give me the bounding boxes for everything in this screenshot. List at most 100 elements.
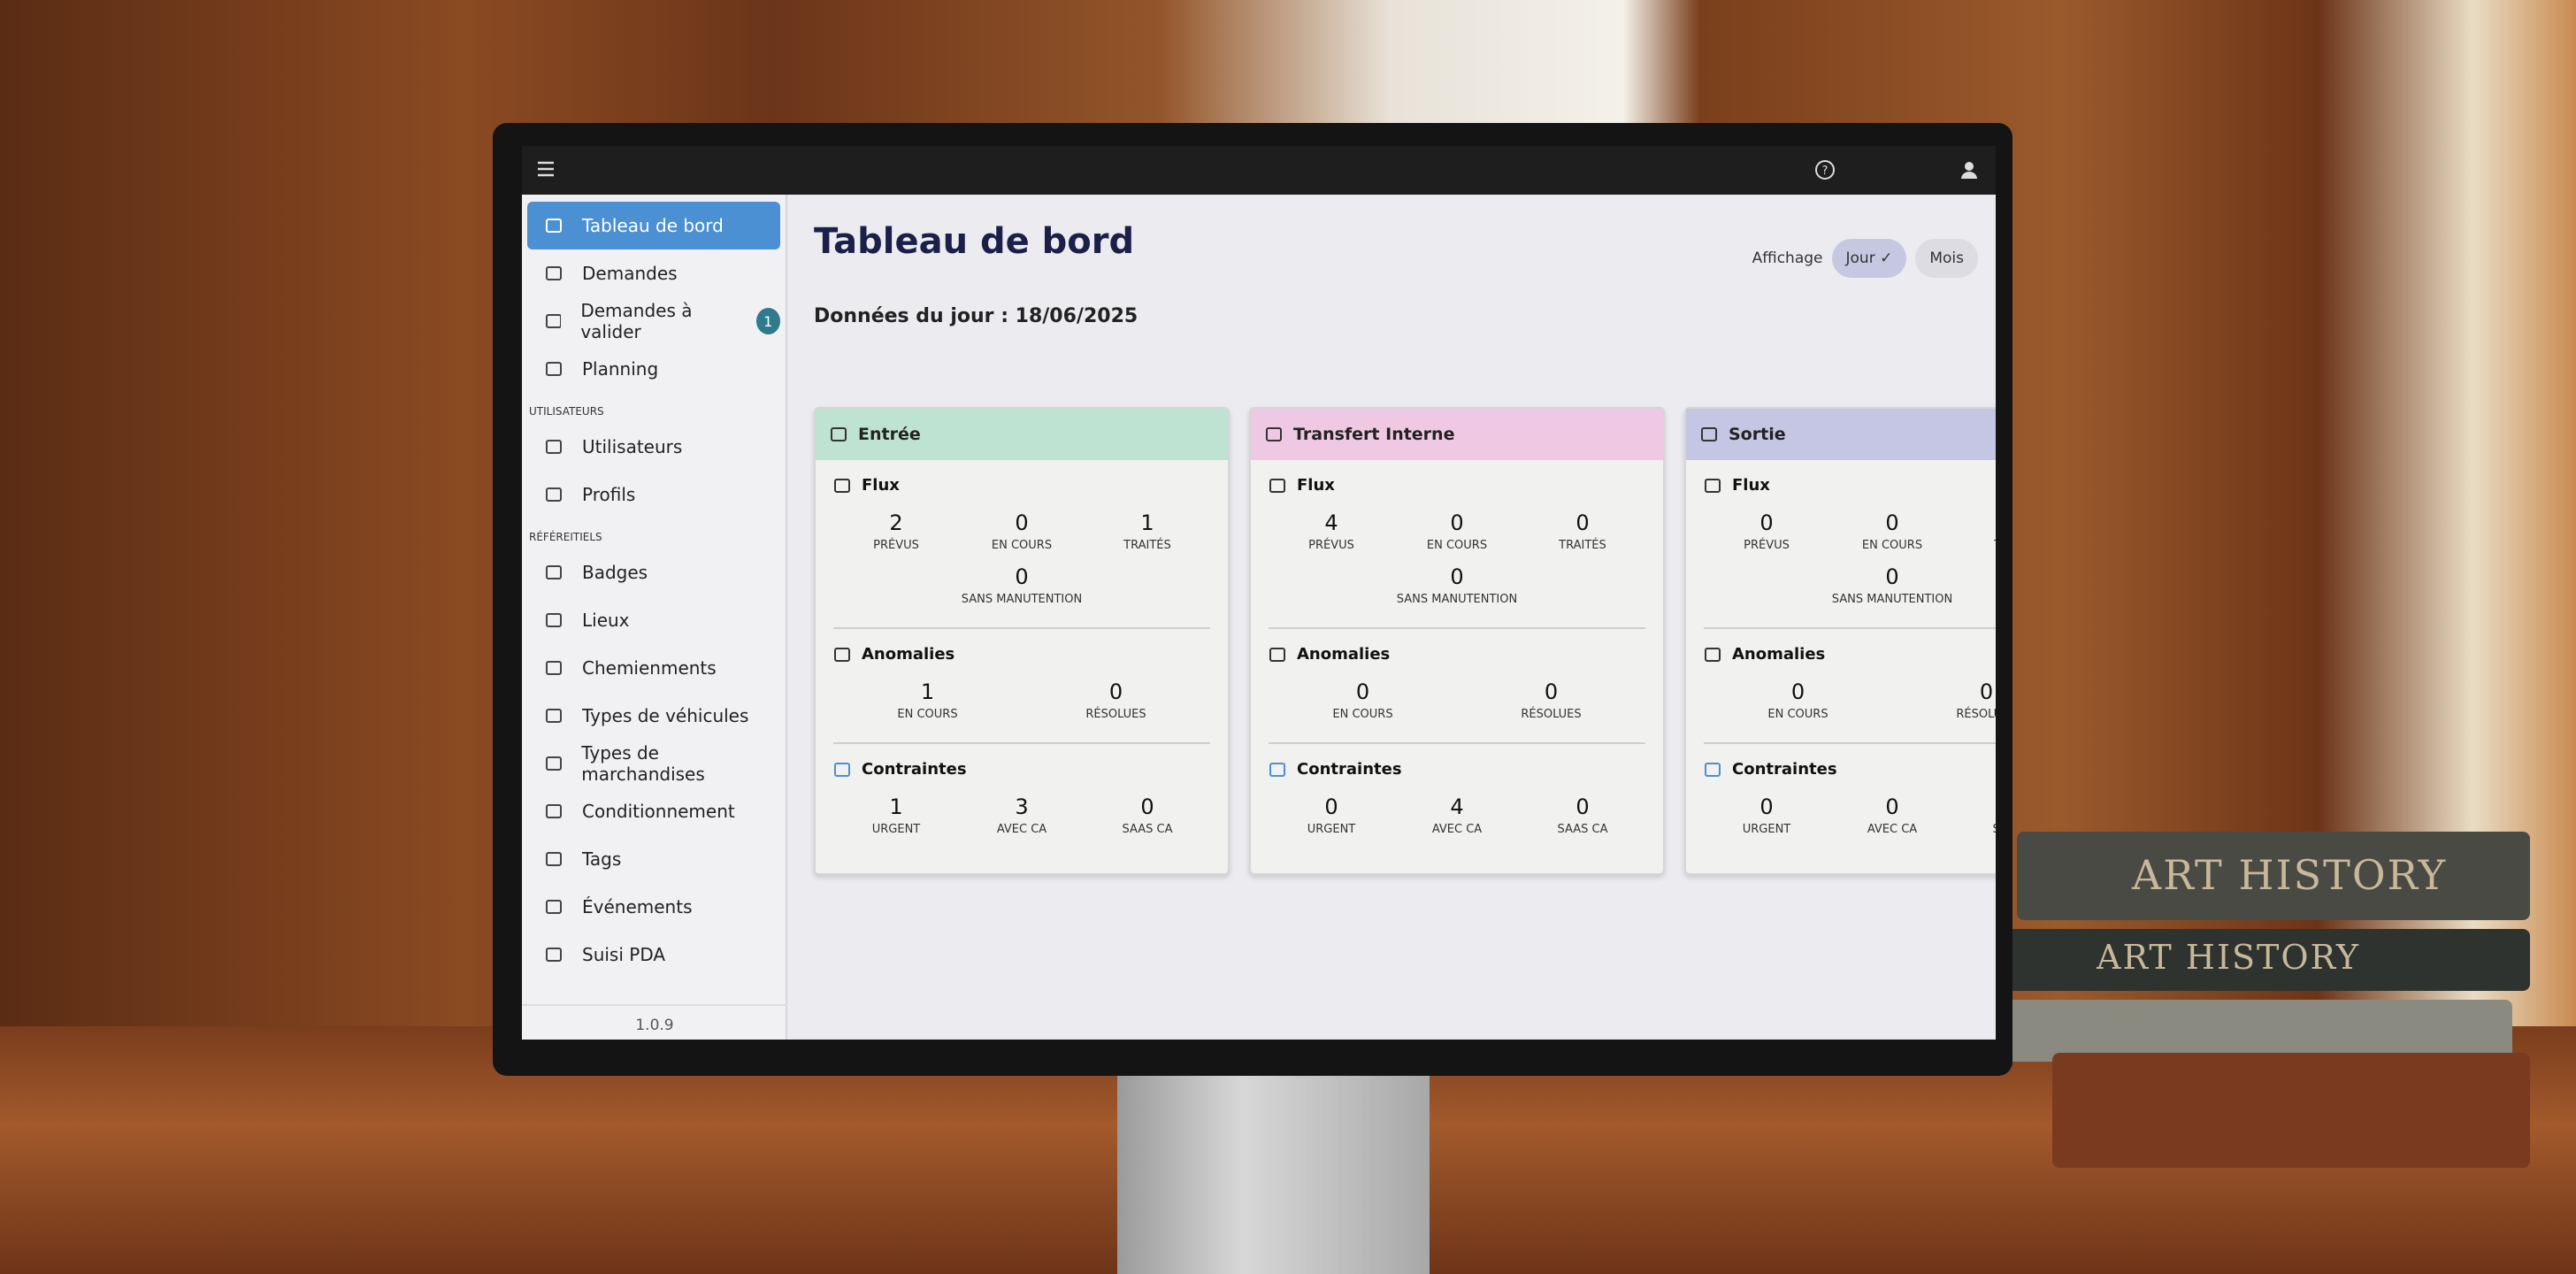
card-section: Anomalies 1 EN COURS 0 RÉSOLUES (833, 629, 1210, 744)
stat: 0 EN COURS (1829, 507, 1955, 561)
stat: 2 PRÉVUS (833, 507, 959, 561)
card-section: Contraintes 0 URGENT 0 AVEC CA 0 SAAS CA (1704, 744, 1996, 857)
section-heading: Contraintes (1704, 760, 1996, 779)
stat: 0 URGENT (1704, 791, 1829, 845)
stat-value: 1 (920, 679, 935, 704)
stat: 0 SAAS CA (1085, 791, 1210, 845)
section-title: Contraintes (1732, 760, 1837, 779)
stat-value: 0 (1760, 510, 1774, 535)
menu-label: Conditionnement (582, 801, 735, 822)
stat-label: AVEC CA (996, 823, 1047, 836)
menu-label: Profils (582, 484, 636, 505)
stat-label: EN COURS (1426, 539, 1488, 552)
icon (1705, 478, 1721, 493)
stat-value: 0 (1450, 510, 1464, 535)
icon (546, 804, 562, 818)
section-title: Anomalies (1732, 645, 1826, 664)
stat-value: 0 (1544, 679, 1559, 704)
stat-label: EN COURS (1332, 708, 1393, 721)
section-heading: Anomalies (833, 645, 1210, 664)
cards: Entrée Flux 2 PRÉVUS 0 EN COURS 1 TRAITÉS 0 SANS … (814, 407, 1996, 875)
stat: 0 SAAS CA (1955, 791, 1996, 845)
card: Sortie Flux 0 PRÉVUS 0 EN COURS 0 TRAITÉS 0 SANS … (1684, 407, 1996, 875)
icon (1705, 647, 1721, 662)
page-title: Tableau de bord (814, 221, 1135, 262)
stat-label: TRAITÉS (1123, 539, 1171, 552)
stats: 0 URGENT 0 AVEC CA 0 SAAS CA (1704, 791, 1996, 845)
help-button[interactable]: ? (1813, 158, 1836, 181)
stat-value: 1 (889, 794, 903, 819)
icon (834, 478, 850, 493)
menu-item[interactable]: Tags (527, 835, 780, 883)
menu-label: Lieux (582, 610, 630, 631)
stat-value: 3 (1015, 794, 1029, 819)
menu-item[interactable]: Utilisateurs (527, 423, 780, 471)
main: Tableau de bord Données du jour : 18/06/… (787, 195, 1996, 1040)
menu-item[interactable]: Événements (527, 883, 780, 931)
icon (1266, 427, 1282, 441)
toggle-option[interactable]: Mois (1915, 239, 1978, 278)
menu-button[interactable] (536, 160, 556, 178)
menu-item[interactable]: Types de marchandises (527, 740, 780, 787)
menu-item[interactable]: Chemienments (527, 644, 780, 692)
stat: 1 URGENT (833, 791, 959, 845)
stat-value: 0 (1355, 679, 1370, 704)
menu-item[interactable]: Profils (527, 471, 780, 518)
stat-label: PRÉVUS (1308, 539, 1354, 552)
card-title: Entrée (858, 425, 921, 444)
user-button[interactable] (1959, 160, 1979, 180)
stat-label: AVEC CA (1431, 823, 1483, 836)
menu-item[interactable]: Lieux (527, 596, 780, 644)
book: ART HISTORY (1982, 929, 2530, 991)
icon (546, 440, 562, 454)
stat-value: 0 (1015, 564, 1029, 589)
icon (546, 266, 562, 280)
stat-label: URGENT (1742, 823, 1791, 836)
menu-item[interactable]: Planning (527, 345, 780, 393)
section-title: Flux (862, 476, 900, 495)
screen: ? Tableau de bord Demandes Demandes à vali… (522, 146, 1996, 1040)
toggle-option[interactable]: Jour ✓ (1831, 239, 1907, 278)
menu-item[interactable]: Demandes à valider 1 (527, 297, 780, 345)
stat: 0 URGENT (1269, 791, 1394, 845)
stat-value: 4 (1324, 510, 1338, 535)
icon (546, 852, 562, 866)
card-title: Sortie (1729, 425, 1786, 444)
book: ART HISTORY (2017, 832, 2530, 920)
menu-item[interactable]: Types de véhicules (527, 692, 780, 740)
menu-item[interactable]: Conditionnement (527, 787, 780, 835)
menu-item[interactable]: Tableau de bord (527, 202, 780, 249)
stat-value: 0 (1576, 510, 1590, 535)
stat-label: EN COURS (1767, 708, 1828, 721)
menu-label: Suisi PDA (582, 944, 666, 965)
section-heading: Flux (1704, 476, 1996, 495)
menu-item[interactable]: Suisi PDA (527, 931, 780, 979)
stat: 0 EN COURS (1704, 676, 1892, 730)
stat-value: 0 (1450, 564, 1464, 589)
menu-item[interactable]: Demandes (527, 249, 780, 297)
section-title: RÉFÉREITIELS (529, 531, 602, 543)
menu-item[interactable]: Badges (527, 549, 780, 596)
icon (546, 948, 562, 962)
display-toggle: Affichage Jour ✓ Mois (1752, 239, 1978, 278)
stat: 0 TRAITÉS (1955, 507, 1996, 561)
section-title: Contraintes (1297, 760, 1402, 779)
stat-label: SANS MANUTENTION (1831, 593, 1953, 606)
section-heading: Flux (833, 476, 1210, 495)
icon (1701, 427, 1717, 441)
stat-value: 0 (1885, 794, 1899, 819)
stat: 0 SANS MANUTENTION (959, 561, 1085, 615)
stat-value: 0 (1885, 564, 1899, 589)
stat-label: EN COURS (897, 708, 958, 721)
menu-label: Badges (582, 562, 648, 583)
icon (834, 647, 850, 662)
icon (1269, 647, 1285, 662)
card-section: Anomalies 0 EN COURS 0 RÉSOLUES (1704, 629, 1996, 744)
badge: 1 (755, 308, 780, 334)
sidebar: Tableau de bord Demandes Demandes à valide… (522, 195, 787, 1040)
section-heading: Anomalies (1269, 645, 1645, 664)
nav: Tableau de bord Demandes Demandes à valide… (522, 195, 786, 979)
section-heading: Flux (1269, 476, 1645, 495)
toggle-label: Jour (1845, 249, 1875, 267)
